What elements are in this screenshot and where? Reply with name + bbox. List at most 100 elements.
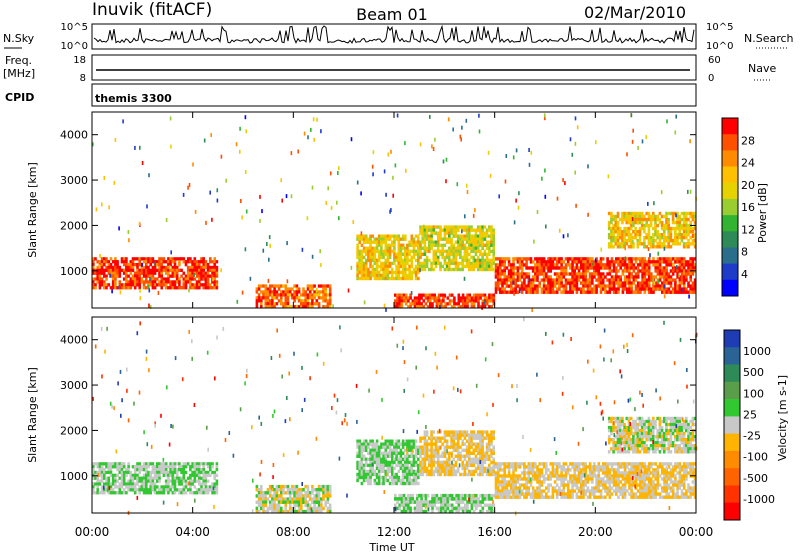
velocity-cell: [384, 445, 388, 449]
power-cell: [671, 272, 675, 276]
velocity-cell: [384, 442, 388, 446]
velocity-cell: [386, 466, 390, 471]
power-cell: [315, 302, 319, 306]
velocity-cell: [423, 457, 427, 461]
power-cell: [685, 223, 688, 228]
power-cell: [175, 265, 179, 270]
velocity-cell: [98, 462, 102, 466]
power-cell: [380, 261, 383, 266]
power-cell: [610, 281, 614, 285]
power-echo: [571, 152, 574, 157]
power-cell: [173, 257, 177, 261]
power-cell: [388, 249, 392, 253]
power-cell: [434, 261, 438, 266]
power-cell: [448, 255, 451, 260]
velocity-cell: [382, 469, 385, 474]
power-cell: [518, 275, 522, 279]
power-cell: [599, 281, 603, 285]
power-cell: [324, 305, 327, 309]
velocity-cell: [280, 491, 283, 495]
power-echo: [631, 139, 634, 144]
power-cell: [599, 287, 603, 291]
power-cell: [430, 234, 433, 238]
power-cell: [133, 286, 137, 290]
power-cell: [195, 263, 199, 267]
velocity-cell: [488, 509, 491, 514]
power-cell: [490, 225, 493, 229]
power-cell: [459, 296, 463, 300]
power-cell: [465, 249, 469, 253]
power-cell: [98, 271, 102, 275]
velocity-cell: [481, 463, 484, 468]
power-cell: [569, 278, 572, 282]
velocity-cell: [149, 485, 152, 489]
power-cell: [468, 293, 471, 297]
power-cell: [476, 249, 480, 253]
power-cell: [586, 266, 590, 270]
power-cell: [268, 302, 272, 306]
power-cell: [474, 228, 478, 232]
power-cell: [689, 236, 692, 240]
power-cell: [540, 263, 544, 267]
velocity-cell: [271, 506, 274, 511]
power-cell: [401, 234, 405, 238]
power-cell: [588, 266, 592, 270]
power-cell: [414, 243, 418, 247]
velocity-cell: [494, 480, 498, 484]
power-cell: [452, 234, 456, 238]
velocity-cell: [527, 474, 531, 478]
power-cell: [689, 284, 692, 288]
power-echo: [350, 137, 353, 142]
velocity-cell: [382, 481, 385, 486]
power-cell: [206, 263, 210, 267]
power-cell: [560, 281, 563, 285]
power-echo: [249, 276, 252, 281]
power-cell: [691, 281, 695, 285]
noise-right-label: N.Search: [744, 32, 794, 45]
power-cell: [315, 299, 319, 303]
power-cell: [193, 286, 197, 290]
velocity-cell: [384, 439, 388, 443]
power-cell: [564, 278, 568, 282]
power-cell: [562, 260, 566, 264]
power-cell: [407, 299, 410, 303]
power-cell: [685, 217, 688, 222]
velocity-cell: [505, 465, 509, 469]
velocity-cell: [490, 454, 493, 458]
power-cell: [103, 280, 106, 284]
velocity-cell: [401, 478, 405, 483]
power-cell: [474, 246, 478, 250]
velocity-cell: [492, 457, 495, 461]
power-cell: [420, 293, 423, 297]
power-cell: [630, 281, 633, 285]
power-cell: [206, 283, 210, 287]
power-cell: [417, 255, 420, 260]
velocity-cell: [149, 470, 152, 475]
power-cell: [200, 271, 203, 275]
power-echo: [148, 173, 150, 178]
power-cell: [588, 284, 592, 288]
velocity-cell: [275, 506, 279, 511]
velocity-cell: [419, 445, 422, 449]
velocity-cell: [360, 442, 364, 446]
power-cell: [687, 281, 690, 285]
velocity-cell: [501, 492, 504, 496]
velocity-cell: [430, 439, 433, 443]
power-cell: [408, 267, 411, 272]
velocity-cell: [479, 472, 482, 477]
velocity-cell: [395, 472, 398, 477]
velocity-cell: [360, 475, 364, 480]
velocity-cell: [311, 509, 314, 514]
power-cell: [92, 265, 95, 270]
velocity-cell: [377, 460, 381, 465]
velocity-cell: [98, 479, 102, 483]
power-cell: [512, 278, 515, 282]
power-cell: [582, 284, 585, 288]
power-cell: [109, 268, 113, 272]
velocity-cell: [138, 476, 141, 480]
power-cell: [665, 220, 668, 225]
velocity-cell: [434, 442, 438, 446]
power-cell: [691, 284, 695, 288]
power-cell: [145, 257, 148, 261]
power-cell: [302, 299, 305, 303]
